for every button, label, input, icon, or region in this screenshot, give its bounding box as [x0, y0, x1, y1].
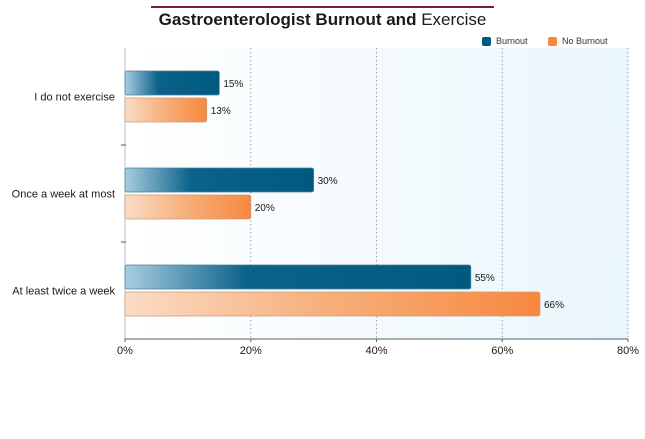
legend-label-no-burnout: No Burnout: [562, 36, 608, 46]
y-tick-label: Once a week at most: [12, 189, 115, 201]
data-label-burnout: 55%: [475, 273, 495, 284]
x-tick-label: 40%: [365, 345, 387, 357]
legend-item-burnout: Burnout: [482, 36, 528, 46]
x-tick-label: 60%: [491, 345, 513, 357]
bar-burnout: [124, 70, 220, 96]
bar-burnout: [124, 167, 315, 193]
data-label-no-burnout: 66%: [544, 300, 564, 311]
legend-swatch-no-burnout: [548, 36, 557, 46]
x-tick-label: 20%: [240, 345, 262, 357]
chart-title-regular: Exercise: [421, 10, 487, 29]
bar-no-burnout: [124, 291, 541, 317]
bar-no-burnout: [124, 97, 208, 123]
x-tick-label: 0%: [117, 345, 133, 357]
legend-swatch-burnout: [482, 36, 491, 46]
data-label-burnout: 30%: [318, 176, 338, 187]
title-rule: [151, 6, 494, 8]
y-tick-label: I do not exercise: [34, 92, 115, 104]
data-label-no-burnout: 13%: [211, 106, 231, 117]
chart-title-bold: Gastroenterologist Burnout and: [158, 10, 417, 29]
chart-title: Gastroenterologist Burnout and Exercise: [0, 10, 645, 30]
data-label-no-burnout: 20%: [255, 203, 275, 214]
legend-label-burnout: Burnout: [496, 36, 528, 46]
x-tick-label: 80%: [617, 345, 639, 357]
legend-item-no-burnout: No Burnout: [548, 36, 608, 46]
y-tick-label: At least twice a week: [12, 286, 115, 298]
data-label-burnout: 15%: [223, 79, 243, 90]
bar-burnout: [124, 264, 472, 290]
bar-no-burnout: [124, 194, 252, 220]
